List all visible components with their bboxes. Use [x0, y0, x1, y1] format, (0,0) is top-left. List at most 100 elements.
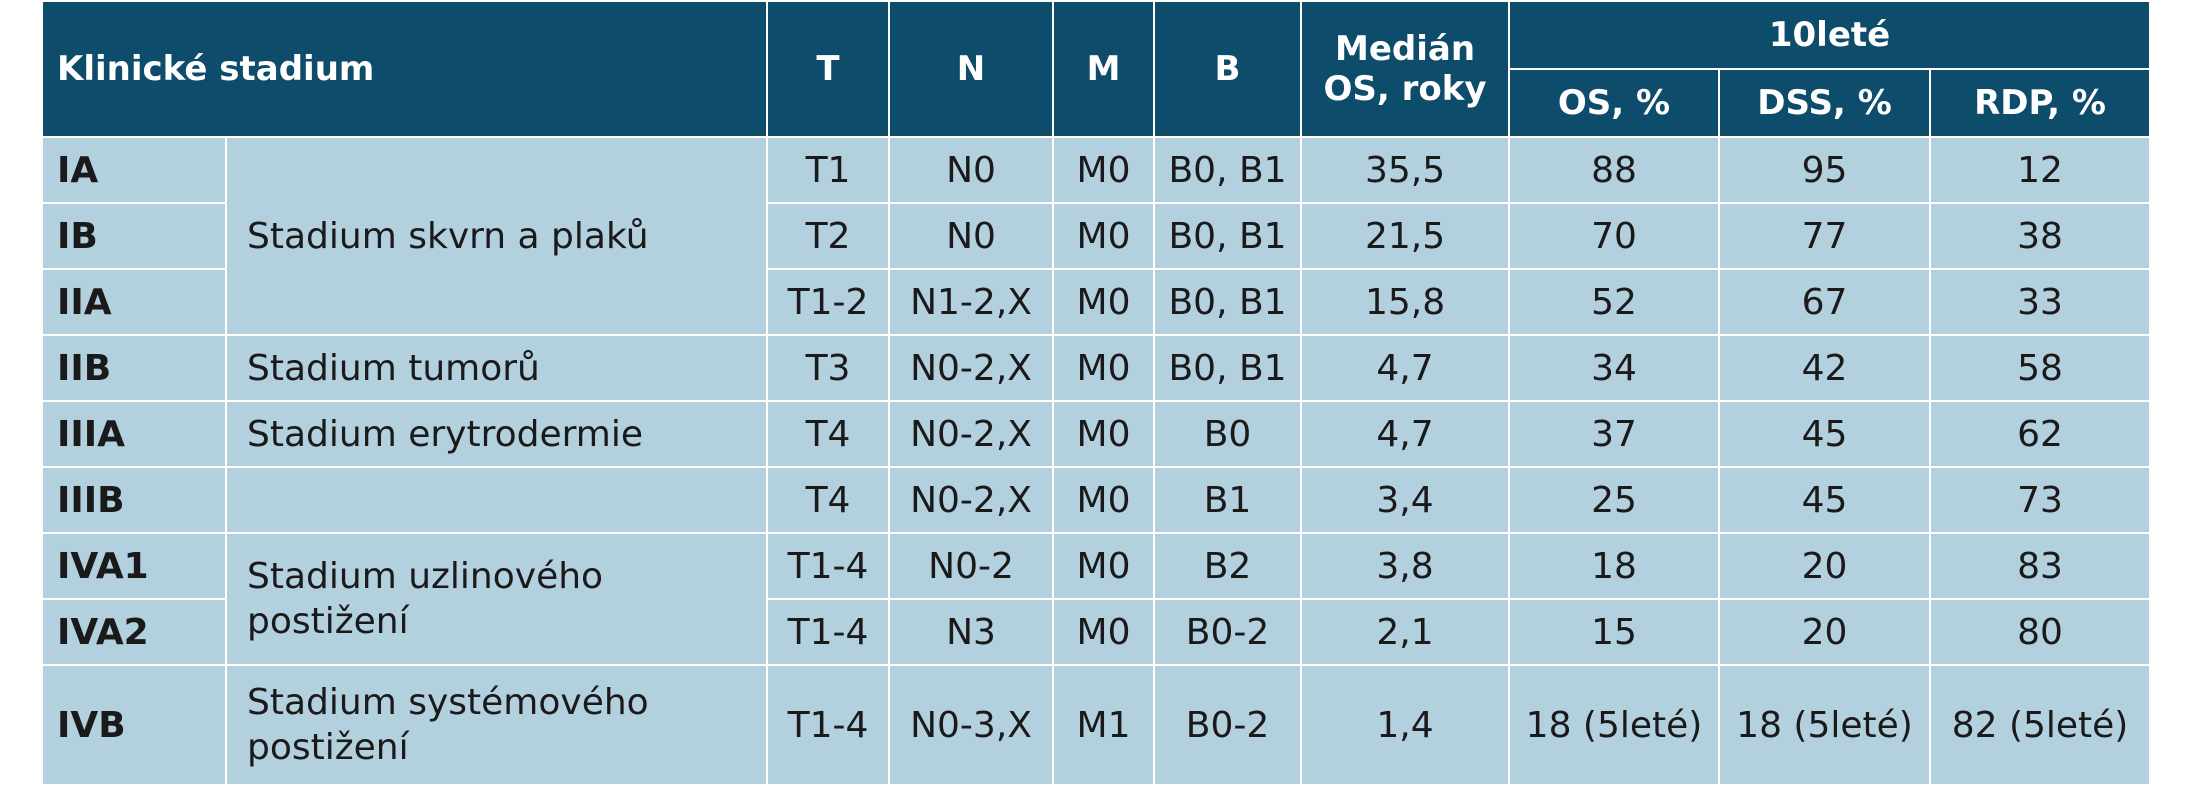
rdp-cell: 58 — [1929, 334, 2152, 402]
stage-cell: IIA — [41, 268, 227, 336]
table-row: IVB Stadium systémového postižení T1-4 N… — [41, 664, 2152, 786]
n-cell: N1-2,X — [888, 268, 1055, 336]
table-row: IIA T1-2 N1-2,X M0 B0, B1 15,8 52 67 33 — [41, 268, 2152, 336]
group-tumor: Stadium tumorů — [224, 334, 769, 402]
os-cell: 25 — [1508, 466, 1721, 534]
staging-table-container: Klinické stadium T N M B Medián OS, roky… — [40, 0, 2152, 786]
os-cell: 15 — [1508, 598, 1721, 666]
rdp-cell: 82 (5leté) — [1929, 664, 2152, 786]
n-cell: N0-2,X — [888, 334, 1055, 402]
stage-cell: IIB — [41, 334, 227, 402]
stage-cell: IIIB — [41, 466, 227, 534]
b-cell: B0, B1 — [1153, 202, 1303, 270]
rdp-cell: 80 — [1929, 598, 2152, 666]
os-cell: 70 — [1508, 202, 1721, 270]
n-cell: N0-2,X — [888, 466, 1055, 534]
group-empty — [224, 466, 769, 534]
rdp-cell: 12 — [1929, 136, 2152, 204]
median-cell: 4,7 — [1300, 334, 1511, 402]
m-cell: M0 — [1052, 466, 1156, 534]
dss-cell: 18 (5leté) — [1718, 664, 1932, 786]
stage-cell: IB — [41, 202, 227, 270]
m-cell: M0 — [1052, 400, 1156, 468]
header-b: B — [1153, 0, 1303, 138]
staging-table: Klinické stadium T N M B Medián OS, roky… — [40, 0, 2152, 786]
dss-cell: 45 — [1718, 400, 1932, 468]
m-cell: M0 — [1052, 268, 1156, 336]
rdp-cell: 73 — [1929, 466, 2152, 534]
t-cell: T1-4 — [766, 664, 891, 786]
m-cell: M0 — [1052, 334, 1156, 402]
dss-cell: 20 — [1718, 532, 1932, 600]
dss-cell: 67 — [1718, 268, 1932, 336]
os-cell: 88 — [1508, 136, 1721, 204]
t-cell: T1-4 — [766, 598, 891, 666]
stage-cell: IVB — [41, 664, 227, 786]
m-cell: M1 — [1052, 664, 1156, 786]
group-systemic: Stadium systémového postižení — [224, 664, 769, 786]
t-cell: T2 — [766, 202, 891, 270]
os-cell: 18 (5leté) — [1508, 664, 1721, 786]
median-cell: 3,8 — [1300, 532, 1511, 600]
t-cell: T4 — [766, 466, 891, 534]
header-clinical-stage: Klinické stadium — [40, 0, 769, 138]
median-cell: 3,4 — [1300, 466, 1511, 534]
rdp-cell: 33 — [1929, 268, 2152, 336]
n-cell: N0-2 — [888, 532, 1055, 600]
stage-cell: IA — [41, 136, 227, 204]
m-cell: M0 — [1052, 532, 1156, 600]
n-cell: N3 — [888, 598, 1055, 666]
header-m: M — [1052, 0, 1156, 138]
median-cell: 21,5 — [1300, 202, 1511, 270]
b-cell: B1 — [1153, 466, 1303, 534]
os-cell: 52 — [1508, 268, 1721, 336]
rdp-cell: 62 — [1929, 400, 2152, 468]
table-row: IIIA Stadium erytrodermie T4 N0-2,X M0 B… — [41, 400, 2152, 468]
n-cell: N0-2,X — [888, 400, 1055, 468]
n-cell: N0 — [888, 202, 1055, 270]
median-cell: 4,7 — [1300, 400, 1511, 468]
b-cell: B0, B1 — [1153, 334, 1303, 402]
group-patch-plaque: Stadium skvrn a plaků — [224, 136, 769, 336]
os-cell: 37 — [1508, 400, 1721, 468]
header-median-os: Medián OS, roky — [1300, 0, 1511, 138]
table-row: IVA1 Stadium uzlinového postižení T1-4 N… — [41, 532, 2152, 666]
median-cell: 1,4 — [1300, 664, 1511, 786]
header-os: OS, % — [1508, 68, 1721, 138]
dss-cell: 95 — [1718, 136, 1932, 204]
b-cell: B2 — [1153, 532, 1303, 600]
rdp-cell: 38 — [1929, 202, 2152, 270]
table-row: IA Stadium skvrn a plaků T1 N0 M0 B0, B1… — [41, 136, 2152, 336]
median-cell: 15,8 — [1300, 268, 1511, 336]
group-systemic-line1: Stadium systémového — [247, 682, 649, 723]
header-dss: DSS, % — [1718, 68, 1932, 138]
m-cell: M0 — [1052, 136, 1156, 204]
rdp-cell: 83 — [1929, 532, 2152, 600]
os-cell: 34 — [1508, 334, 1721, 402]
table-row: IVA2 T1-4 N3 M0 B0-2 2,1 15 20 80 — [41, 598, 2152, 666]
stage-cell: IVA1 — [41, 532, 227, 600]
t-cell: T1-4 — [766, 532, 891, 600]
b-cell: B0-2 — [1153, 664, 1303, 786]
stage-cell: IIIA — [41, 400, 227, 468]
t-cell: T1-2 — [766, 268, 891, 336]
m-cell: M0 — [1052, 202, 1156, 270]
median-cell: 35,5 — [1300, 136, 1511, 204]
header-rdp: RDP, % — [1929, 68, 2152, 138]
m-cell: M0 — [1052, 598, 1156, 666]
header-median-line1: Medián — [1334, 29, 1476, 69]
n-cell: N0 — [888, 136, 1055, 204]
dss-cell: 45 — [1718, 466, 1932, 534]
t-cell: T3 — [766, 334, 891, 402]
stage-cell: IVA2 — [41, 598, 227, 666]
b-cell: B0-2 — [1153, 598, 1303, 666]
b-cell: B0, B1 — [1153, 136, 1303, 204]
header-ten-year: 10leté — [1508, 0, 2152, 70]
dss-cell: 20 — [1718, 598, 1932, 666]
os-cell: 18 — [1508, 532, 1721, 600]
header-t: T — [766, 0, 891, 138]
t-cell: T1 — [766, 136, 891, 204]
table-row: IIB Stadium tumorů T3 N0-2,X M0 B0, B1 4… — [41, 334, 2152, 402]
group-systemic-line2: postižení — [247, 727, 409, 768]
b-cell: B0, B1 — [1153, 268, 1303, 336]
